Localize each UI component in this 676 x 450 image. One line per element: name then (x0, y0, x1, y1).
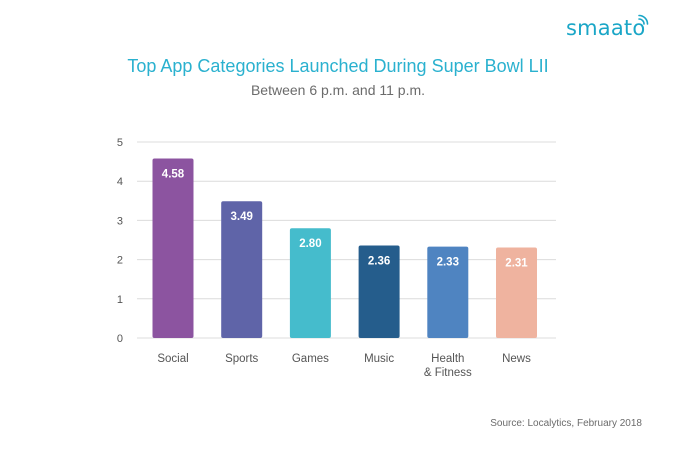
x-category-label-line: & Fitness (424, 367, 472, 379)
bar-value-label: 2.80 (299, 238, 321, 250)
x-category-label: Social (157, 353, 188, 365)
x-category-label: News (502, 353, 531, 365)
wifi-signal-icon (638, 14, 649, 25)
bar-value-label: 4.58 (162, 168, 185, 180)
x-category-label-line: Sports (225, 353, 258, 365)
bar (289, 228, 331, 338)
x-category-label-line: News (502, 353, 531, 365)
y-tick-label: 3 (117, 215, 123, 227)
y-tick-label: 2 (117, 255, 123, 267)
y-tick-label: 4 (117, 176, 123, 188)
bar-value-label: 2.36 (368, 255, 390, 267)
x-category-label-line: Music (364, 353, 394, 365)
x-category-label: Health & Fitness (424, 353, 472, 379)
x-category-label-line: Games (292, 353, 329, 365)
chart-subtitle: Between 6 p.m. and 11 p.m. (250, 82, 426, 98)
y-tick-label: 1 (117, 294, 123, 306)
bar-value-label: 2.33 (437, 257, 459, 269)
source-note: Source: Localytics, February 2018 (490, 418, 642, 429)
bar (152, 158, 194, 338)
x-category-label: Sports (225, 353, 258, 365)
bar (496, 247, 537, 338)
x-category-label: Music (364, 353, 394, 365)
x-category-label: Games (292, 353, 329, 365)
x-category-label-line: Health (431, 353, 464, 365)
y-tick-label: 0 (117, 333, 123, 345)
brand-name: smaato (566, 16, 646, 40)
bar (358, 245, 400, 338)
x-category-label-line: Social (157, 353, 188, 365)
chart-title: Top App Categories Launched During Super… (127, 56, 549, 76)
bar (427, 246, 469, 338)
y-tick-label: 5 (117, 137, 123, 149)
bar-value-label: 3.49 (231, 211, 253, 223)
bar-value-label: 2.31 (505, 257, 528, 269)
brand-logo: smaato (566, 16, 645, 40)
bar (221, 201, 263, 338)
